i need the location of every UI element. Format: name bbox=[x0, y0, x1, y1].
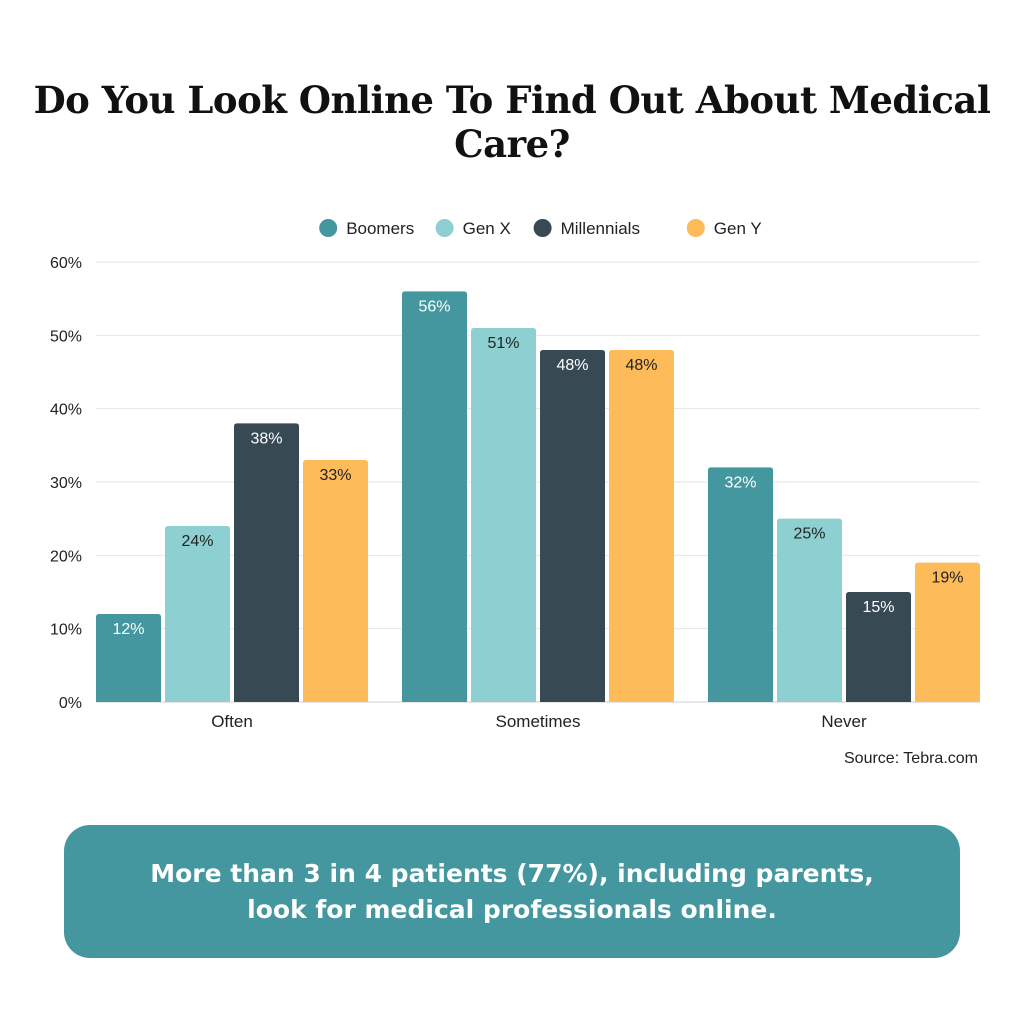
bar-value-label: 33% bbox=[319, 467, 351, 484]
chart-title: Do You Look Online To Find Out About Med… bbox=[33, 78, 991, 166]
legend-label: Gen Y bbox=[714, 219, 762, 238]
x-axis: Often Sometimes Never bbox=[211, 712, 867, 731]
y-tick-label: 40% bbox=[50, 402, 82, 419]
callout-box: More than 3 in 4 patients (77%), includi… bbox=[64, 825, 960, 958]
bar-value-label: 25% bbox=[793, 526, 825, 543]
bar-chart: 0% 10% 20% 30% 40% 50% 60% 12% 24% 38% 33% 56% 51% 4… bbox=[50, 219, 980, 767]
legend-label: Boomers bbox=[346, 219, 414, 238]
y-tick-label: 20% bbox=[50, 548, 82, 565]
y-axis: 0% 10% 20% 30% 40% 50% 60% bbox=[50, 255, 82, 712]
bar-value-label: 19% bbox=[931, 570, 963, 587]
bar-value-label: 15% bbox=[862, 599, 894, 616]
y-tick-label: 60% bbox=[50, 255, 82, 272]
y-tick-label: 30% bbox=[50, 475, 82, 492]
bar-value-label: 24% bbox=[181, 533, 213, 550]
bar-value-label: 12% bbox=[112, 621, 144, 638]
value-labels: 12% 24% 38% 33% 56% 51% 48% 48% 32% 25% 15% 19% bbox=[112, 298, 963, 638]
bar bbox=[540, 350, 605, 702]
callout-text: More than 3 in 4 patients (77%), includi… bbox=[150, 858, 874, 924]
x-tick-label: Never bbox=[821, 712, 867, 731]
bar bbox=[402, 291, 467, 702]
bar bbox=[915, 562, 980, 702]
legend-marker bbox=[686, 219, 705, 237]
bar-value-label: 48% bbox=[556, 357, 588, 374]
bar-value-label: 48% bbox=[625, 357, 657, 374]
legend-marker bbox=[435, 219, 454, 237]
x-tick-label: Often bbox=[211, 712, 253, 731]
y-tick-label: 10% bbox=[50, 622, 82, 639]
legend-label: Gen X bbox=[463, 219, 511, 238]
bar-value-label: 56% bbox=[418, 298, 450, 315]
legend-marker bbox=[319, 219, 338, 237]
legend: Boomers Gen X Millennials Gen Y bbox=[319, 219, 762, 238]
bar-value-label: 32% bbox=[724, 474, 756, 491]
y-tick-label: 50% bbox=[50, 328, 82, 345]
y-tick-label: 0% bbox=[59, 695, 82, 712]
bar bbox=[777, 518, 842, 702]
bar-value-label: 38% bbox=[250, 430, 282, 447]
x-tick-label: Sometimes bbox=[495, 712, 580, 731]
legend-label: Millennials bbox=[561, 219, 640, 238]
bar-value-label: 51% bbox=[487, 335, 519, 352]
bar bbox=[303, 460, 368, 702]
source-note: Source: Tebra.com bbox=[844, 750, 978, 767]
bar bbox=[96, 614, 161, 702]
bar bbox=[846, 592, 911, 702]
bar bbox=[165, 526, 230, 702]
bar bbox=[234, 423, 299, 702]
bar bbox=[708, 467, 773, 702]
bar bbox=[471, 328, 536, 702]
bars bbox=[96, 291, 980, 702]
legend-marker bbox=[533, 219, 552, 237]
bar bbox=[609, 350, 674, 702]
